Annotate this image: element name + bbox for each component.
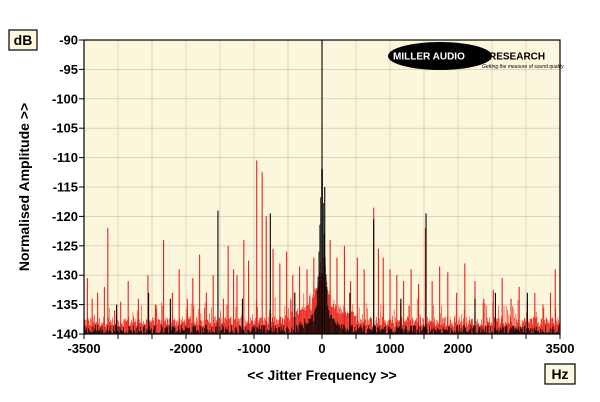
y-unit-box: dB (8, 29, 38, 51)
y-tick-label: -140 (52, 327, 78, 342)
logo-ellipse (388, 42, 492, 70)
logo-subtitle: Getting the measure of sound quality (482, 64, 564, 70)
x-tick-label: 0 (318, 341, 325, 356)
x-tick-labels: -3500 -2000 -1000 0 1000 2000 3500 (67, 341, 574, 356)
x-unit-box: Hz (544, 363, 576, 385)
y-tick-label: -135 (52, 297, 78, 312)
spectrum-traces (84, 40, 560, 334)
miller-audio-research-logo: MILLER AUDIO RESEARCH Getting the measur… (388, 42, 564, 70)
y-tick-label: -105 (52, 121, 78, 136)
y-tick-label: -130 (52, 268, 78, 283)
x-tick-label: 2000 (444, 341, 473, 356)
axis-ticks (79, 39, 561, 339)
logo-text-b: RESEARCH (489, 52, 545, 63)
x-axis-title: << Jitter Frequency >> (247, 367, 396, 383)
y-tick-label: -90 (59, 33, 78, 48)
x-tick-label: -1000 (237, 341, 270, 356)
x-unit-label: Hz (551, 366, 568, 382)
x-tick-label: 1000 (376, 341, 405, 356)
y-tick-label: -100 (52, 91, 78, 106)
x-tick-label: 3500 (546, 341, 575, 356)
y-tick-label: -95 (59, 62, 78, 77)
y-tick-label: -120 (52, 209, 78, 224)
x-tick-label: -3500 (67, 341, 100, 356)
y-unit-label: dB (14, 32, 33, 48)
logo-text-a: MILLER AUDIO (393, 52, 465, 63)
x-tick-label: -2000 (169, 341, 202, 356)
y-tick-label: -110 (53, 150, 78, 165)
y-axis-title: Normalised Amplitude >> (16, 103, 32, 271)
y-tick-label: -125 (52, 238, 78, 253)
y-tick-labels: -90 -95 -100 -105 -110 -115 -120 -125 -130 -135 -1… (52, 33, 78, 342)
y-tick-label: -115 (53, 180, 78, 195)
